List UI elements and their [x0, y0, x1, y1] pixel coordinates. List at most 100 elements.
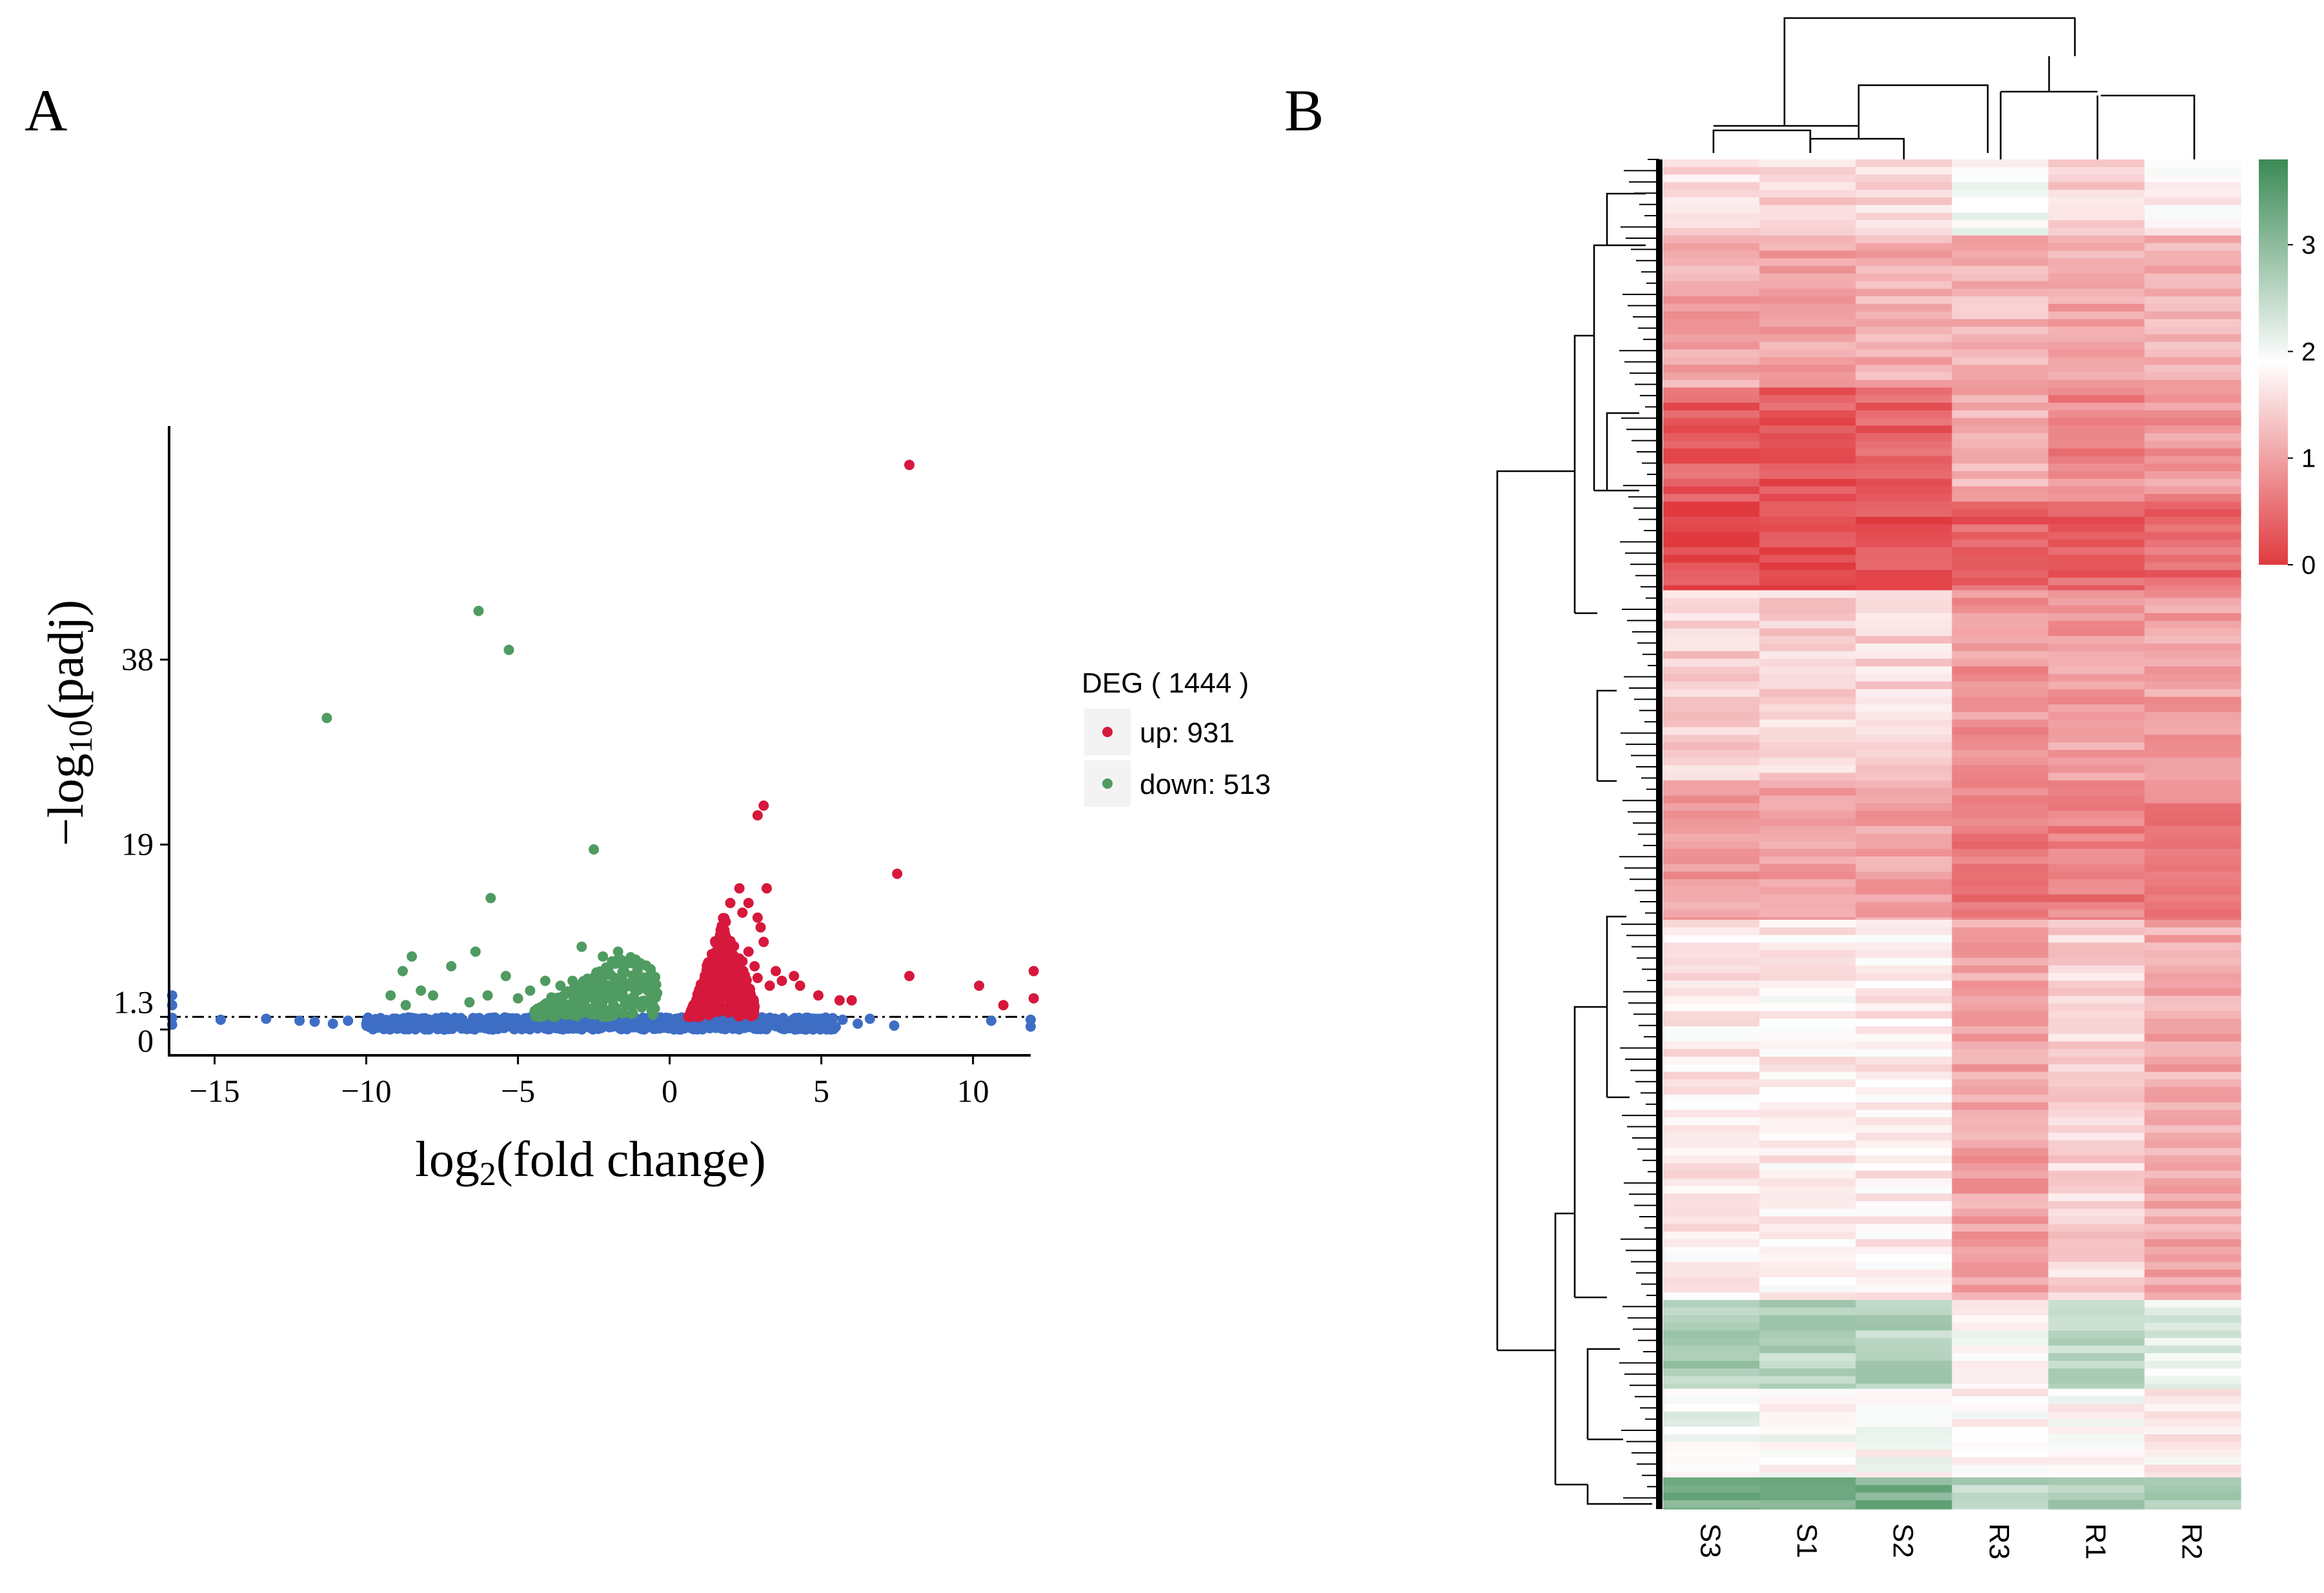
- heatmap-cell: [1952, 524, 2049, 533]
- heatmap-cell: [1663, 365, 1760, 373]
- heatmap-cell: [1759, 1033, 1856, 1042]
- heatmap-cell: [2144, 243, 2241, 251]
- heatmap-cell: [1759, 327, 1856, 335]
- heatmap-cell: [2144, 182, 2241, 190]
- heatmap-cell: [1663, 159, 1760, 168]
- heatmap-cell: [1663, 942, 1760, 951]
- heatmap-cell: [2144, 1383, 2241, 1390]
- heatmap-cell: [2144, 598, 2241, 606]
- ns-point: [554, 1019, 565, 1030]
- heatmap-cell: [1663, 787, 1760, 796]
- heatmap-cell: [1663, 689, 1760, 698]
- heatmap-cell: [1952, 909, 2049, 918]
- heatmap-cell: [1663, 727, 1760, 735]
- heatmap-cell: [1952, 1125, 2049, 1133]
- legend-up-label: up: 931: [1140, 717, 1235, 749]
- heatmap-cell: [1855, 1485, 1953, 1494]
- heatmap-cell: [2144, 765, 2241, 773]
- heatmap-cell: [1855, 1465, 1953, 1473]
- heatmap-cell: [1663, 757, 1760, 766]
- heatmap-cell: [2048, 228, 2145, 236]
- heatmap-cell: [2144, 1465, 2241, 1473]
- heatmap-cell: [1952, 1193, 2049, 1202]
- heatmap-cell: [1663, 456, 1760, 464]
- heatmap-cell: [1759, 935, 1856, 943]
- heatmap-cell: [2048, 1049, 2145, 1057]
- heatmap-cell: [1663, 590, 1760, 598]
- heatmap-cell: [1759, 658, 1856, 667]
- heatmap-cell: [2144, 471, 2241, 480]
- heatmap-cell: [2048, 1411, 2145, 1420]
- heatmap-cell: [1952, 980, 2049, 989]
- heatmap-cell: [2144, 773, 2241, 781]
- heatmap-cell: [1855, 372, 1953, 381]
- down-point: [525, 985, 536, 996]
- heatmap-cell: [1663, 795, 1760, 804]
- heatmap-cell: [2048, 190, 2145, 198]
- heatmap-cell: [2144, 742, 2241, 751]
- heatmap-cell: [1663, 250, 1760, 259]
- heatmap-cell: [1855, 509, 1953, 518]
- heatmap-cell: [1663, 212, 1760, 221]
- heatmap-cell: [1759, 1208, 1856, 1217]
- ns-point: [434, 1015, 445, 1026]
- heatmap-cell: [1759, 849, 1856, 857]
- heatmap-cell: [2144, 296, 2241, 305]
- heatmap-cell: [1855, 311, 1953, 320]
- heatmap-cell: [2048, 1057, 2145, 1065]
- heatmap-cell: [1855, 1201, 1953, 1210]
- heatmap-cell: [1759, 387, 1856, 396]
- heatmap-cell: [1759, 403, 1856, 411]
- heatmap-cell: [2144, 689, 2241, 698]
- heatmap-cell: [2144, 1095, 2241, 1103]
- heatmap-cell: [2144, 1041, 2241, 1050]
- heatmap-cell: [1952, 1003, 2049, 1011]
- col-dendro-link: [2101, 94, 2196, 159]
- heatmap-cell: [1855, 1254, 1953, 1263]
- heatmap-cell: [2144, 197, 2241, 206]
- heatmap-cell: [2048, 448, 2145, 457]
- ns-point: [603, 1020, 614, 1031]
- heatmap-cell: [1759, 950, 1856, 959]
- heatmap-cell: [1952, 372, 2049, 381]
- heatmap-cell: [2144, 265, 2241, 274]
- heatmap-cell: [1759, 735, 1856, 743]
- heatmap-cell: [1855, 1426, 1953, 1435]
- heatmap-cell: [2144, 486, 2241, 494]
- heatmap-cell: [1759, 547, 1856, 556]
- heatmap-cell: [1952, 220, 2049, 228]
- ns-point: [261, 1013, 272, 1024]
- heatmap-cell: [2048, 894, 2145, 903]
- heatmap-cell: [2048, 1087, 2145, 1095]
- heatmap-cell: [2144, 1368, 2241, 1377]
- heatmap-cell: [2048, 1353, 2145, 1361]
- heatmap-cell: [2144, 372, 2241, 381]
- ns-point: [512, 1014, 523, 1025]
- ns-point: [479, 1016, 490, 1027]
- heatmap-cell: [2144, 250, 2241, 259]
- heatmap-cell: [1952, 1375, 2049, 1385]
- heatmap-cell: [2048, 1472, 2145, 1478]
- heatmap-cell: [1663, 1388, 1760, 1397]
- heatmap-cell: [1952, 1388, 2049, 1397]
- heatmap-cell: [2144, 1388, 2241, 1397]
- heatmap-cell: [1855, 349, 1953, 358]
- ns-point: [327, 1019, 338, 1029]
- heatmap-cell: [2144, 950, 2241, 959]
- heatmap-cell: [1663, 1041, 1760, 1050]
- row-dendro-link: [1606, 192, 1646, 245]
- row-dendro-link: [1606, 915, 1626, 1097]
- heatmap-cell: [2144, 562, 2241, 571]
- heatmap-cell: [2144, 1087, 2241, 1095]
- heatmap-cell: [1855, 950, 1953, 959]
- heatmap-cell: [1855, 1110, 1953, 1118]
- row-dendro-link: [1573, 1006, 1607, 1297]
- heatmap-cell: [1952, 1148, 2049, 1156]
- heatmap-cell: [1952, 590, 2049, 598]
- heatmap-cell: [2144, 942, 2241, 951]
- heatmap-cell: [2048, 1019, 2145, 1027]
- heatmap-cell: [1759, 205, 1856, 214]
- heatmap-cell: [2048, 456, 2145, 464]
- heatmap-cell: [1663, 833, 1760, 842]
- heatmap-cell: [1759, 1163, 1856, 1172]
